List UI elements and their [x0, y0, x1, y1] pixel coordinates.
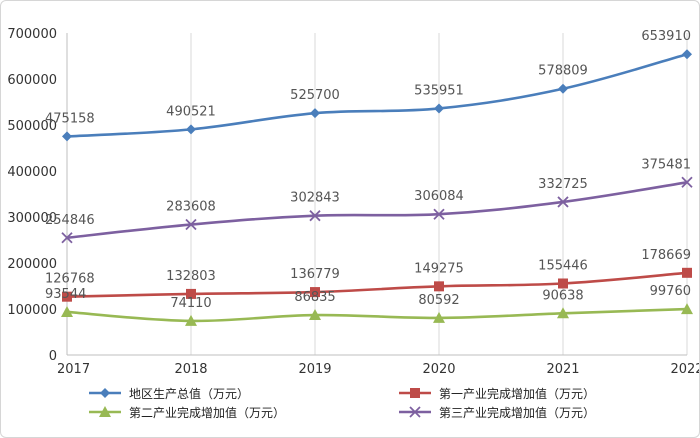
- x-tick-label: 2021: [546, 362, 579, 377]
- point-primary: [682, 267, 692, 278]
- legend-marker-gdp: [100, 388, 110, 398]
- y-tick-label: 400000: [7, 165, 57, 180]
- point-gdp: [682, 49, 692, 60]
- legend-label-tertiary: 第三产业完成增加值（万元）: [439, 405, 595, 420]
- point-secondary: [185, 314, 197, 326]
- data-label-tertiary: 302843: [290, 191, 340, 206]
- y-tick-label: 700000: [7, 27, 57, 42]
- data-label-gdp: 490521: [166, 104, 216, 119]
- point-secondary: [681, 303, 693, 315]
- data-label-secondary: 86835: [294, 290, 335, 305]
- data-label-gdp: 578809: [538, 64, 588, 79]
- data-label-tertiary: 375481: [641, 157, 691, 172]
- x-tick-label: 2022: [670, 362, 699, 377]
- series-line-gdp: [66, 52, 688, 138]
- legend-marker-primary: [410, 388, 420, 398]
- point-primary: [62, 291, 72, 302]
- y-tick-label: 100000: [7, 303, 57, 318]
- legend-label-secondary: 第二产业完成增加值（万元）: [129, 405, 285, 420]
- legend-label-primary: 第一产业完成增加值（万元）: [439, 386, 595, 401]
- point-secondary: [309, 309, 321, 321]
- data-label-primary: 149275: [414, 261, 464, 276]
- point-secondary: [433, 311, 445, 323]
- point-tertiary: [433, 208, 445, 220]
- point-tertiary: [557, 196, 569, 208]
- point-secondary: [557, 307, 569, 319]
- point-primary: [558, 278, 568, 289]
- point-secondary: [61, 305, 73, 317]
- data-label-gdp: 525700: [290, 88, 340, 103]
- data-label-primary: 132803: [166, 269, 216, 284]
- data-label-primary: 136779: [290, 267, 340, 282]
- x-tick-label: 2020: [422, 362, 455, 377]
- point-primary: [434, 281, 444, 292]
- point-gdp: [434, 103, 444, 114]
- data-label-secondary: 90638: [542, 288, 583, 303]
- data-label-primary: 178669: [641, 248, 691, 263]
- data-label-gdp: 653910: [641, 29, 691, 44]
- point-gdp: [62, 131, 72, 142]
- point-tertiary: [681, 176, 693, 188]
- legend-label-gdp: 地区生产总值（万元）: [129, 386, 249, 401]
- y-tick-label: 0: [49, 349, 57, 364]
- y-tick-label: 300000: [7, 211, 57, 226]
- series-line-primary: [66, 271, 688, 298]
- point-gdp: [310, 108, 320, 119]
- point-gdp: [186, 124, 196, 135]
- x-tick-label: 2019: [298, 362, 331, 377]
- data-label-secondary: 80592: [418, 293, 459, 308]
- point-gdp: [558, 83, 568, 94]
- series-line-tertiary: [66, 180, 688, 240]
- data-label-primary: 126768: [45, 272, 95, 287]
- data-label-gdp: 475158: [45, 111, 95, 126]
- point-tertiary: [61, 232, 73, 244]
- data-label-secondary: 74110: [170, 296, 211, 311]
- data-label-tertiary: 306084: [414, 189, 464, 204]
- point-tertiary: [309, 210, 321, 222]
- x-tick-label: 2018: [174, 362, 207, 377]
- series-line-secondary: [66, 307, 688, 323]
- data-label-tertiary: 283608: [166, 200, 216, 215]
- data-label-primary: 155446: [538, 258, 588, 273]
- y-tick-label: 200000: [7, 257, 57, 272]
- data-label-secondary: 93544: [45, 287, 86, 302]
- data-label-tertiary: 254846: [45, 213, 95, 228]
- data-label-secondary: 99760: [650, 284, 691, 299]
- point-primary: [186, 288, 196, 299]
- legend-marker-tertiary: [409, 406, 421, 418]
- data-label-gdp: 535951: [414, 83, 464, 98]
- x-tick-label: 2017: [57, 362, 90, 377]
- y-tick-label: 500000: [7, 119, 57, 134]
- y-tick-label: 600000: [7, 73, 57, 88]
- point-primary: [310, 287, 320, 298]
- point-tertiary: [185, 218, 197, 231]
- legend-marker-secondary: [99, 406, 111, 417]
- data-label-tertiary: 332725: [538, 177, 588, 192]
